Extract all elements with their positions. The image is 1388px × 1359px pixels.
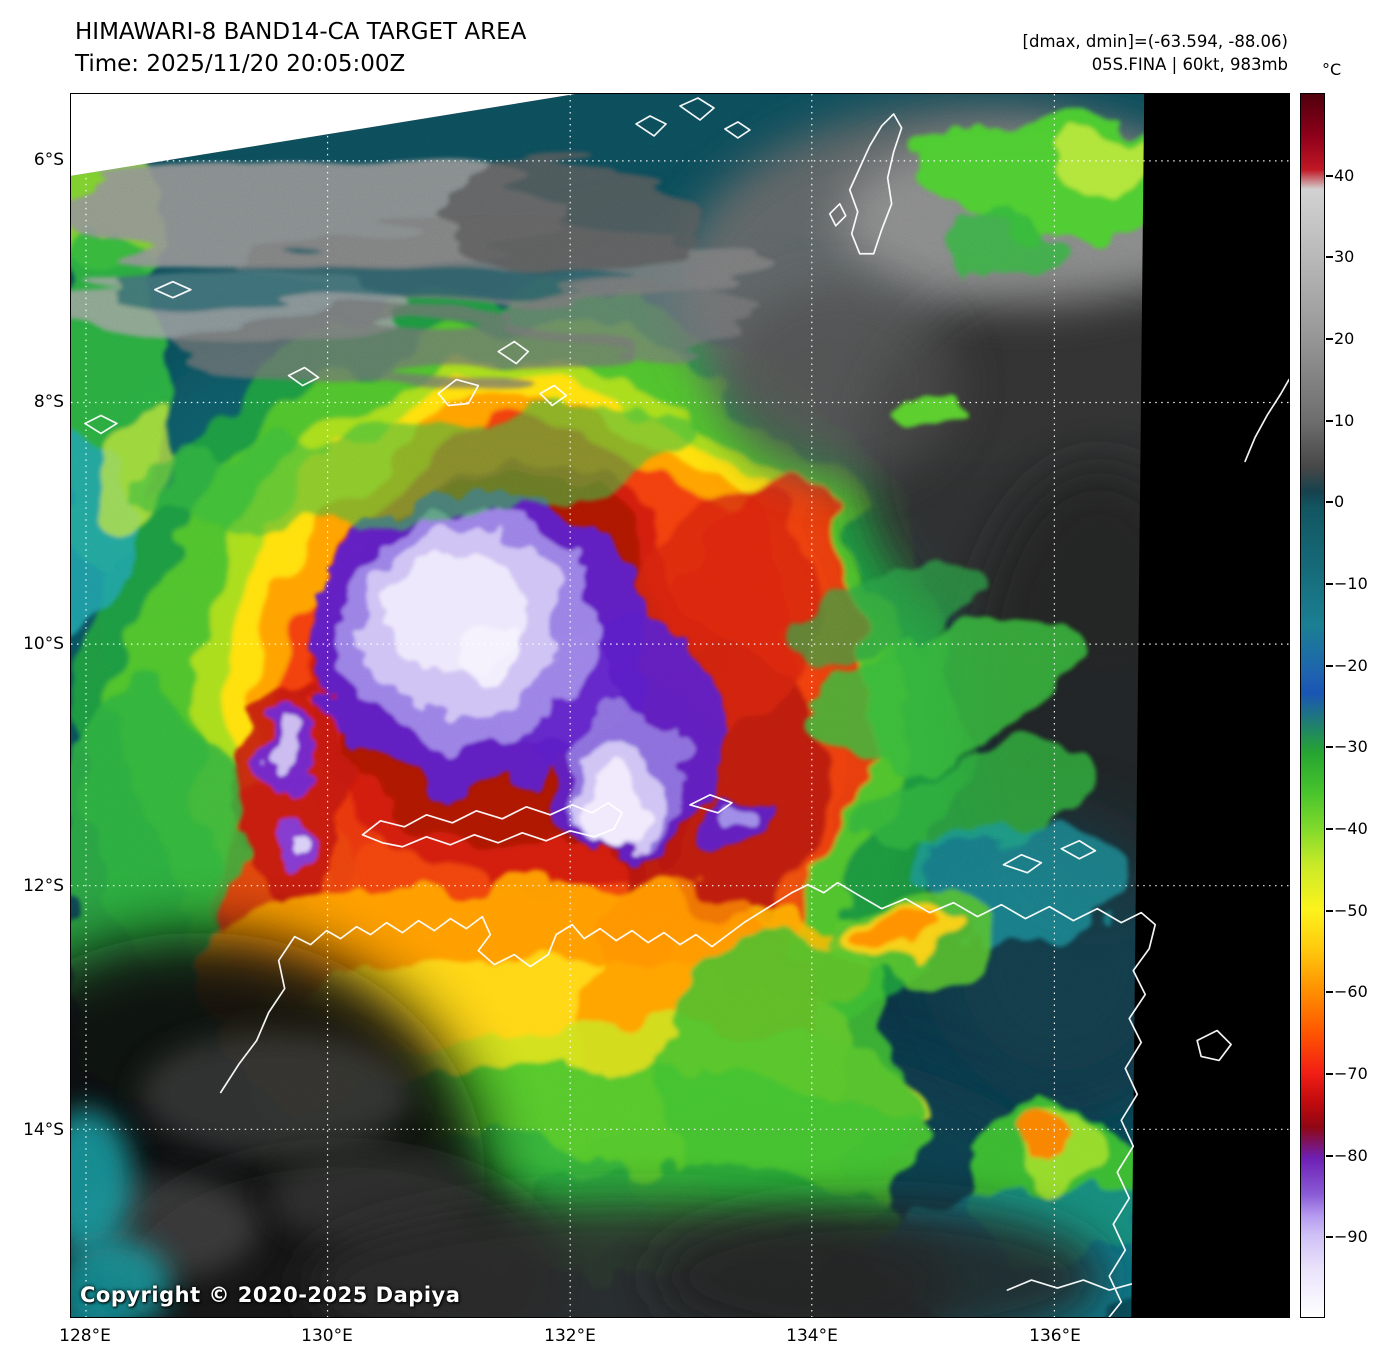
copyright-label: Copyright © 2020-2025 Dapiya: [80, 1283, 461, 1307]
colorbar-tick-label: −50: [1326, 901, 1368, 920]
colorbar-tick-label: −70: [1326, 1064, 1368, 1083]
coastline-east-edge: [1006, 378, 1289, 1291]
coastline-australia: [219, 881, 1157, 1317]
graticule: [71, 94, 1289, 1317]
coastline-small-islands: [84, 280, 1232, 1062]
coastline-tiwi-islands: [361, 794, 733, 848]
colorbar-tick-label: 0: [1325, 492, 1345, 511]
colorbar-tick-label: 40: [1325, 166, 1355, 185]
title-line-1: HIMAWARI-8 BAND14-CA TARGET AREA: [75, 19, 527, 45]
coastlines: [84, 97, 1289, 1317]
colorbar-tick-label: 20: [1325, 329, 1355, 348]
colorbar-tick-label: −10: [1326, 574, 1368, 593]
colorbar-tick-label: 30: [1325, 247, 1355, 266]
x-tick-label: 128°E: [59, 1326, 111, 1346]
x-tick-label: 130°E: [301, 1326, 353, 1346]
colorbar-unit-label: °C: [1322, 60, 1342, 79]
colorbar-tick-label: −30: [1326, 737, 1368, 756]
y-tick-label: 14°S: [23, 1120, 64, 1140]
map-plot: Copyright © 2020-2025 Dapiya: [70, 93, 1290, 1318]
noise-texture: [71, 94, 1145, 1317]
temperature-colorbar: [1300, 93, 1325, 1318]
satellite-image: [71, 94, 1289, 1317]
title-line-2: Time: 2025/11/20 20:05:00Z: [75, 51, 406, 77]
storm-stats: [dmax, dmin]=(-63.594, -88.06) 05S.FINA …: [1023, 30, 1288, 76]
colorbar-tick-label: −60: [1326, 982, 1368, 1001]
coastline-north-islands: [635, 97, 903, 255]
y-tick-label: 10°S: [23, 634, 64, 654]
x-tick-label: 134°E: [786, 1326, 838, 1346]
figure-title: HIMAWARI-8 BAND14-CA TARGET AREA Time: 2…: [75, 16, 526, 80]
imagery-swath: [71, 94, 1145, 1317]
colorbar-tick-label: −40: [1326, 819, 1368, 838]
colorbar-tick-label: −90: [1326, 1227, 1368, 1246]
x-tick-label: 136°E: [1029, 1326, 1081, 1346]
stats-dmax-dmin: [dmax, dmin]=(-63.594, -88.06): [1022, 32, 1288, 51]
stats-storm-id: 05S.FINA | 60kt, 983mb: [1091, 55, 1288, 74]
y-tick-label: 8°S: [33, 392, 64, 412]
y-tick-label: 6°S: [33, 150, 64, 170]
y-tick-label: 12°S: [23, 876, 64, 896]
colorbar-tick-label: −20: [1326, 656, 1368, 675]
x-tick-label: 132°E: [544, 1326, 596, 1346]
colorbar-tick-label: 10: [1325, 411, 1355, 430]
colorbar-tick-label: −80: [1326, 1146, 1368, 1165]
